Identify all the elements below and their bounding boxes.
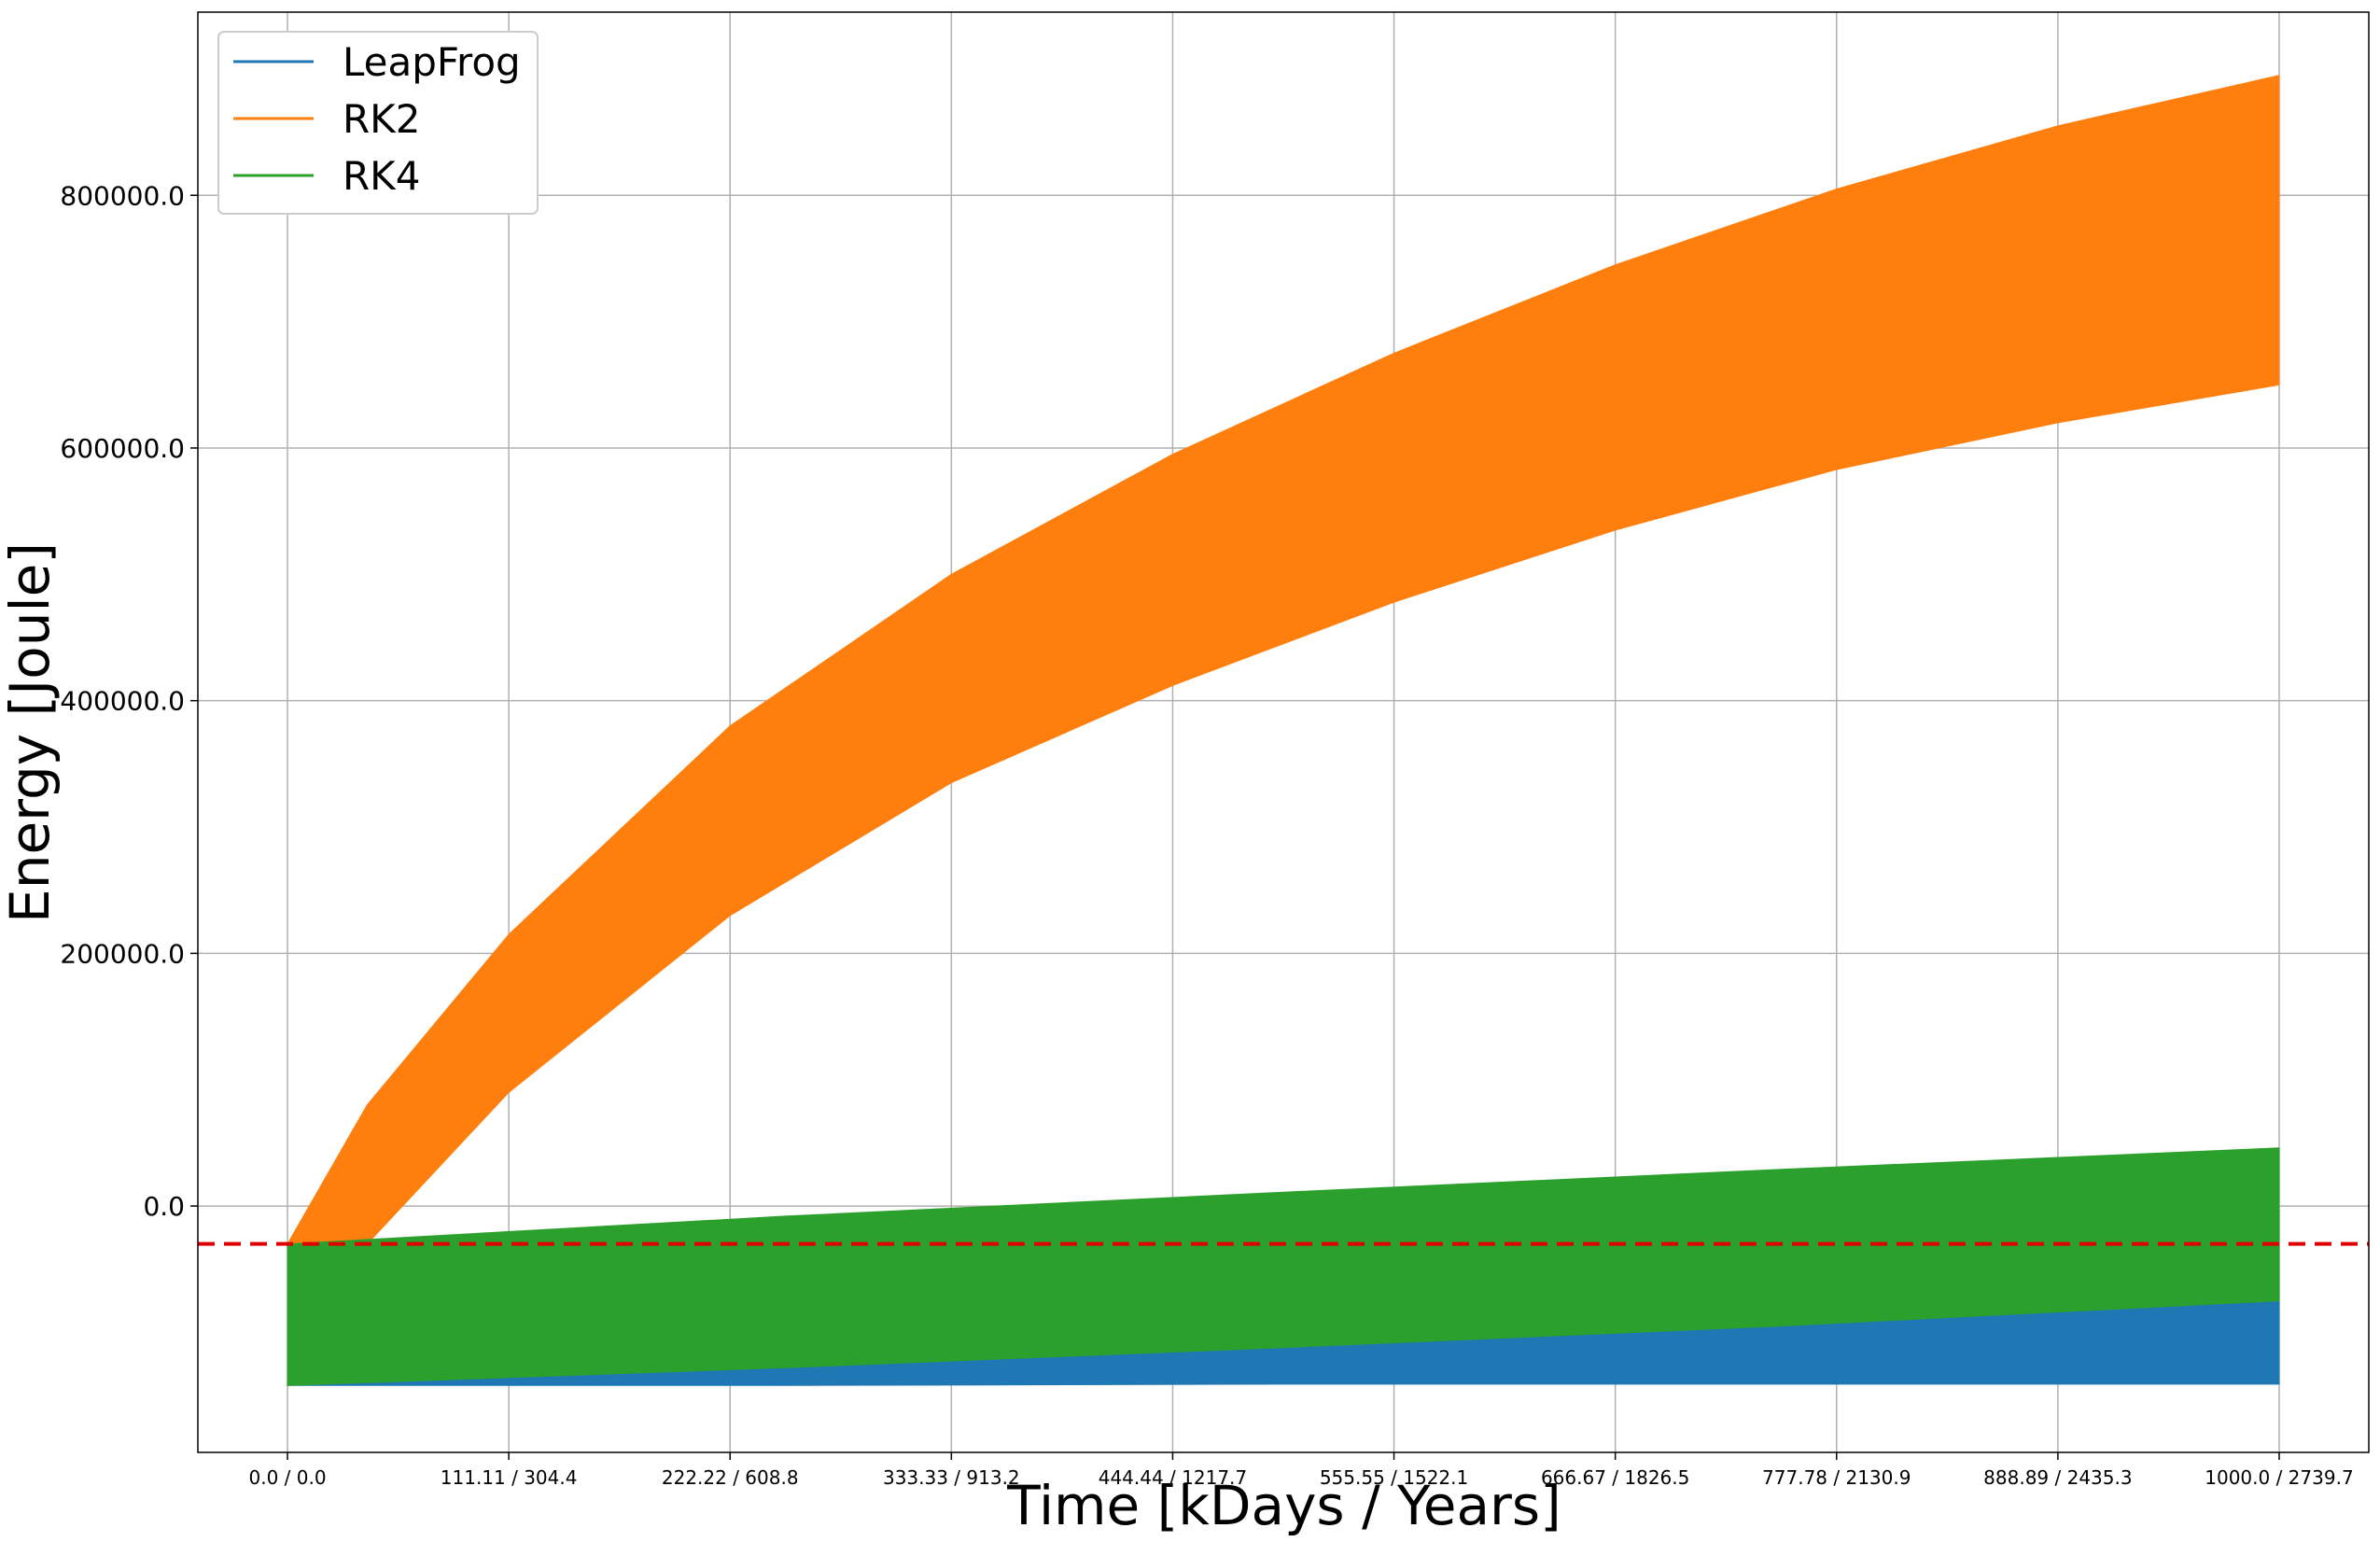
- legend-label-rk2: RK2: [343, 96, 420, 142]
- x-tick-label: 888.89 / 2435.3: [1983, 1466, 2132, 1489]
- x-axis-title: Time [kDays / Years]: [1006, 1474, 1561, 1537]
- y-axis-title: Energy [Joule]: [0, 542, 62, 923]
- x-tick-label: 666.67 / 1826.5: [1541, 1466, 1689, 1489]
- legend: LeapFrog RK2 RK4: [217, 31, 539, 215]
- y-tick-label: 600000.0: [60, 433, 185, 464]
- y-tick-label: 200000.0: [60, 938, 185, 969]
- legend-box: [217, 31, 539, 215]
- series-areas: [287, 75, 2280, 1386]
- x-tick-label: 222.22 / 608.8: [662, 1466, 799, 1489]
- legend-label-rk4: RK4: [343, 153, 420, 199]
- x-axis-ticks: 0.0 / 0.0 111.11 / 304.4 222.22 / 608.8 333…: [248, 1452, 2354, 1489]
- area-rk4: [287, 1147, 2280, 1386]
- area-rk2: [287, 75, 2280, 1245]
- x-tick-label: 1000.0 / 2739.7: [2205, 1466, 2353, 1489]
- y-tick-label: 800000.0: [60, 180, 185, 211]
- x-tick-label: 555.55 / 1522.1: [1320, 1466, 1468, 1489]
- legend-label-leapfrog: LeapFrog: [343, 39, 521, 85]
- plot-frame: [197, 11, 2370, 1453]
- y-tick-label: 0.0: [143, 1191, 185, 1222]
- x-tick-label: 333.33 / 913.2: [883, 1466, 1020, 1489]
- y-axis-ticks: 0.0 200000.0 400000.0 600000.0 800000.0: [60, 180, 198, 1222]
- x-tick-label: 111.11 / 304.4: [441, 1466, 578, 1489]
- x-tick-label: 0.0 / 0.0: [248, 1466, 326, 1489]
- x-tick-label: 444.44 / 1217.7: [1099, 1466, 1247, 1489]
- x-tick-label: 777.78 / 2130.9: [1762, 1466, 1911, 1489]
- y-tick-label: 400000.0: [60, 686, 185, 717]
